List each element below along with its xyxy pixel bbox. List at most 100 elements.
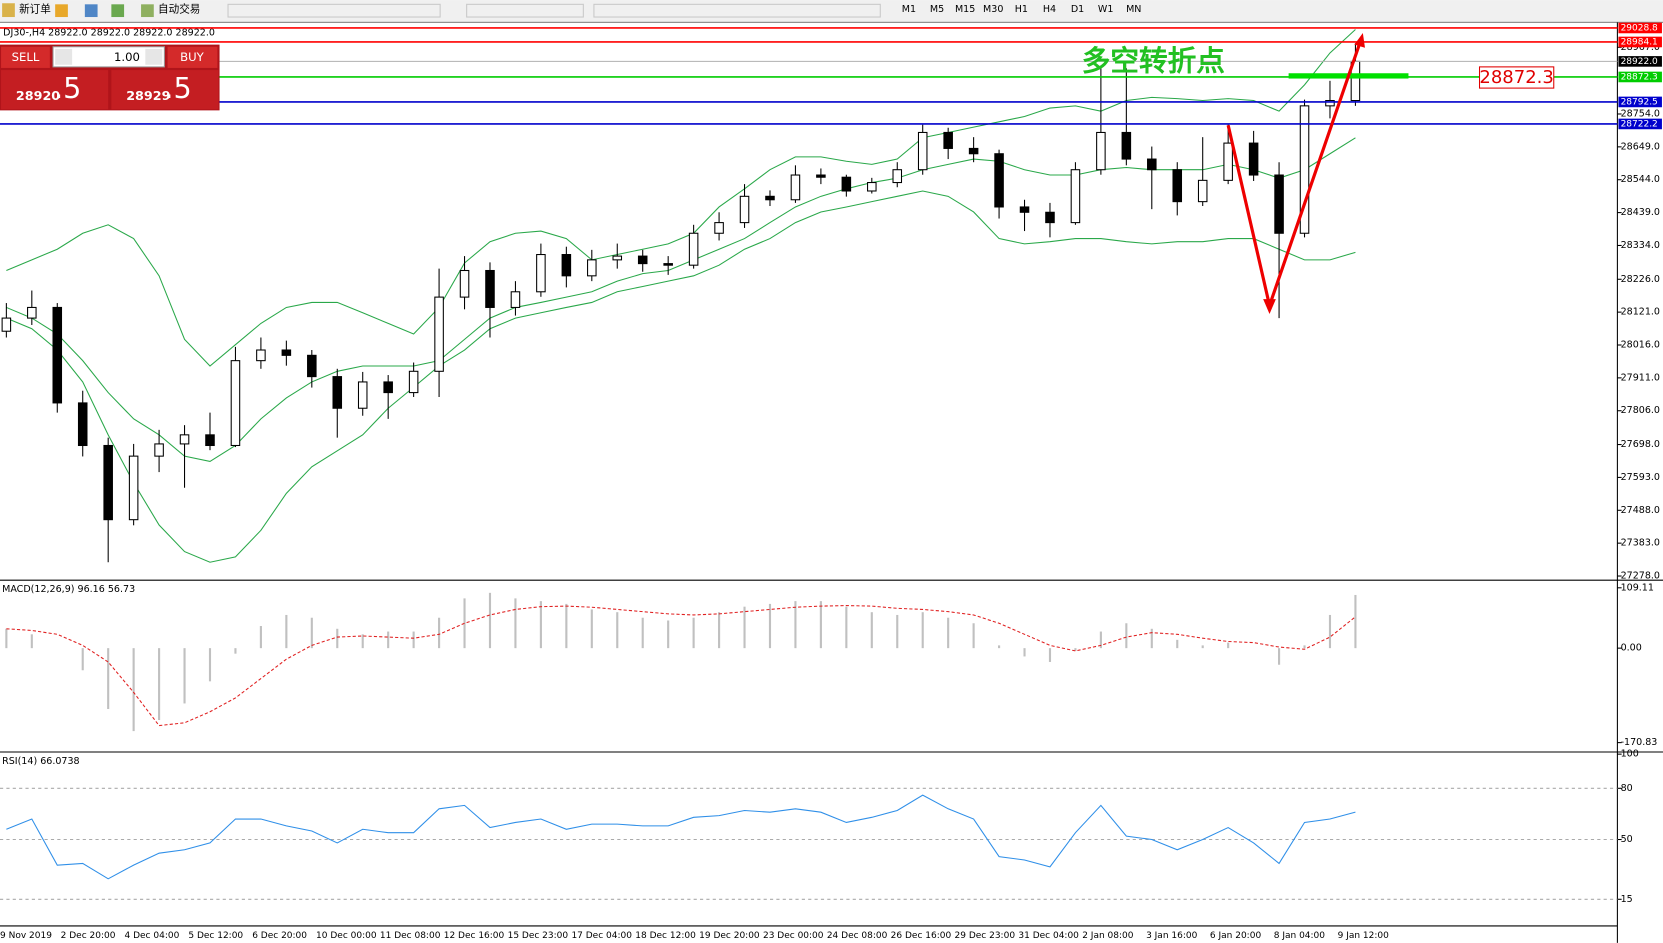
macd-bar [565, 603, 568, 649]
buy-price-frac[interactable]: .5 [164, 71, 191, 105]
new-order-button[interactable]: 新订单 [19, 3, 51, 16]
price-level-box [1618, 96, 1662, 108]
drawing-tools[interactable] [593, 3, 881, 18]
sell-price[interactable]: 28920 [16, 88, 60, 103]
macd-bar [387, 631, 390, 649]
macd-bar [1328, 614, 1332, 649]
sell-price-box[interactable] [1, 70, 109, 110]
candle-body [357, 381, 368, 409]
x-tick-label: 12 Dec 16:00 [444, 931, 505, 941]
x-tick-label: 17 Dec 04:00 [571, 931, 632, 941]
icon[interactable] [141, 4, 154, 18]
timeframe-button[interactable]: H4 [1043, 4, 1056, 15]
macd-bar [81, 648, 84, 671]
icon[interactable] [84, 4, 98, 18]
candle-body [281, 349, 292, 356]
y-tick-label: 27806.0 [1621, 405, 1660, 416]
candle-body [485, 269, 495, 308]
macd-bar [998, 645, 1001, 649]
price-level-box [1618, 36, 1662, 48]
timeframe-button[interactable]: H1 [1015, 4, 1028, 15]
macd-bar [641, 617, 644, 649]
buy-button[interactable] [167, 46, 218, 68]
candle-body [1, 317, 12, 332]
lot-down[interactable] [55, 48, 73, 65]
chart-tools[interactable] [466, 3, 584, 18]
candle-body [790, 174, 801, 201]
sell-button[interactable] [1, 46, 50, 68]
indicator-title: MACD(12,26,9) 96.16 56.73 [2, 584, 135, 595]
lot-input[interactable] [52, 46, 165, 68]
timeframe-button[interactable]: M5 [930, 4, 944, 15]
buy-price[interactable]: 28929 [126, 88, 170, 103]
auto-trading-button[interactable]: 自动交易 [158, 3, 200, 16]
candle-body [637, 255, 648, 265]
candle-body [1147, 158, 1157, 171]
x-tick-label: 26 Dec 16:00 [891, 931, 952, 941]
macd-bar [1125, 623, 1128, 649]
candle-body [510, 291, 521, 308]
macd-bar [1099, 631, 1102, 649]
candle-body [1223, 142, 1233, 181]
x-tick-label: 29 Dec 23:00 [955, 931, 1016, 941]
price-level-label: 28984.1 [1621, 37, 1658, 47]
timeframe-button[interactable]: M30 [983, 4, 1003, 15]
macd-bar [921, 612, 924, 649]
rsi-line [6, 794, 1356, 880]
x-tick-label: 9 Nov 2019 [0, 931, 52, 941]
price-level-box [1618, 71, 1662, 83]
chart-title: DJ30-,H4 28922.0 28922.0 28922.0 28922.0 [3, 27, 215, 38]
macd-bar [1227, 642, 1230, 649]
sell-label[interactable]: SELL [12, 50, 40, 64]
candle-body [994, 153, 1004, 208]
y-tick-label: 15 [1621, 894, 1633, 905]
timeframe-button[interactable]: W1 [1098, 4, 1113, 15]
arrow-head [1263, 299, 1276, 315]
price-level-box [1618, 56, 1662, 67]
candle-body [1197, 179, 1208, 203]
macd-bar [692, 617, 695, 649]
candle-body [332, 376, 343, 409]
y-tick-label: 28544.0 [1621, 174, 1660, 185]
buy-price-box[interactable] [111, 70, 219, 110]
macd-bar [132, 648, 135, 732]
trade-panel: SELL 1.00 BUY 28920 .5 28929 .5 [0, 44, 220, 111]
icon[interactable] [111, 4, 125, 18]
y-tick-label: 27488.0 [1621, 505, 1660, 516]
plot: DJ30-,H4 28922.0 28922.0 28922.0 28922.0… [0, 22, 1662, 941]
candle-body [408, 370, 419, 394]
price-note: 28872.3 [1479, 67, 1554, 88]
timeframe-button[interactable]: M15 [955, 4, 975, 15]
macd-bar [616, 612, 619, 649]
timeframe-button[interactable]: M1 [902, 4, 916, 15]
indicator-title: RSI(14) 66.0738 [2, 756, 80, 767]
y-tick-label: 28439.0 [1621, 207, 1660, 218]
lot-value[interactable]: 1.00 [114, 50, 140, 64]
x-tick-label: 18 Dec 12:00 [635, 931, 696, 941]
candle-body [1121, 131, 1132, 160]
candle-body [765, 195, 775, 201]
sell-price-frac[interactable]: .5 [54, 71, 81, 105]
buy-label[interactable]: BUY [180, 50, 205, 64]
macd-bar [1048, 648, 1052, 662]
x-tick-label: 9 Jan 12:00 [1338, 931, 1390, 941]
y-tick-label: 109.11 [1621, 582, 1654, 593]
timeframes: M1 M5 M15 M30 H1 H4 D1 W1 MN [902, 4, 1142, 15]
candle-body [561, 254, 572, 277]
x-tick-label: 23 Dec 00:00 [763, 931, 824, 941]
y-tick-label: 28121.0 [1621, 307, 1660, 318]
macd-bar [208, 648, 212, 682]
timeframe-button[interactable]: D1 [1071, 4, 1084, 15]
chart-tools[interactable] [227, 3, 441, 18]
timeframe-button[interactable]: MN [1126, 4, 1141, 15]
x-tick-label: 3 Jan 16:00 [1146, 931, 1198, 941]
candle-body [307, 354, 317, 378]
candle-body [128, 455, 139, 521]
y-tick-label: 27911.0 [1621, 372, 1660, 383]
candle-body [1299, 105, 1310, 234]
macd-bar [667, 620, 670, 649]
lot-up[interactable] [145, 48, 163, 65]
icon[interactable] [55, 4, 68, 18]
toolbar-items: 新订单 自动交易 [2, 3, 881, 18]
y-tick-label: 27593.0 [1621, 472, 1660, 483]
